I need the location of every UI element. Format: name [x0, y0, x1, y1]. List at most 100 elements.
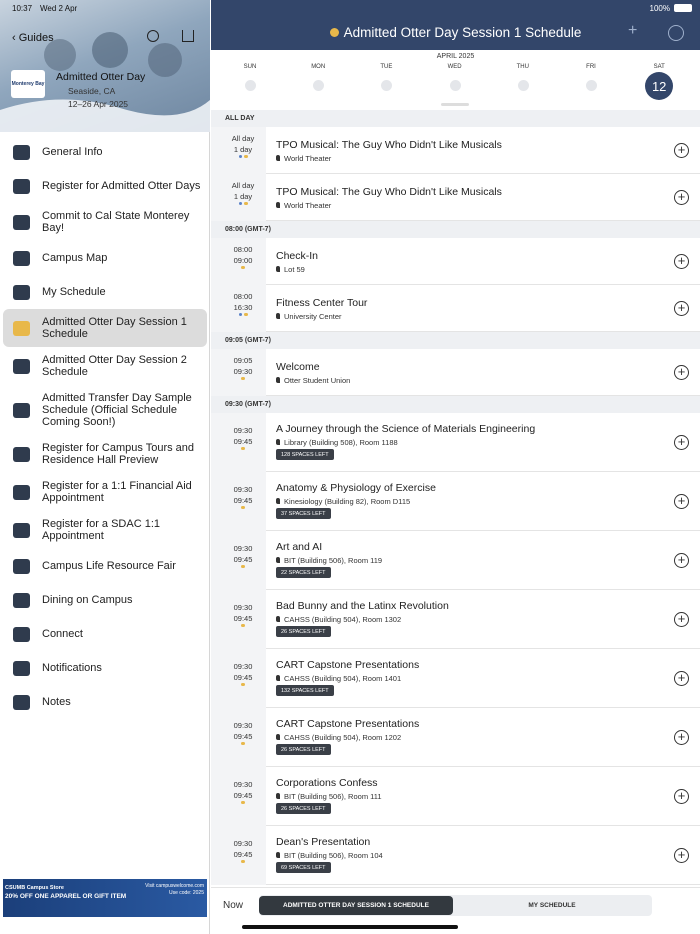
menu-item[interactable]: Notes [3, 685, 207, 719]
day-dot[interactable] [586, 80, 597, 91]
tag-dots [211, 505, 275, 509]
event-title: Bad Bunny and the Latinx Revolution [276, 600, 449, 612]
pin-icon [276, 266, 280, 272]
menu-item[interactable]: Campus Map [3, 241, 207, 275]
end-time: 09:45 [233, 495, 253, 505]
menu-item[interactable]: Admitted Transfer Day Sample Schedule (O… [3, 385, 207, 435]
menu-label: Dining on Campus [42, 594, 133, 606]
event-banner: ‹ Guides Monterey Bay Admitted Otter Day Se… [0, 0, 210, 132]
event-row[interactable]: All day 1 day TPO Musical: The Guy Who Did… [211, 174, 700, 221]
add-event-button[interactable]: + [674, 253, 689, 269]
menu-item[interactable]: Admitted Otter Day Session 1 Schedule [3, 309, 207, 347]
menu-label: Admitted Otter Day Session 2 Schedule [42, 354, 187, 378]
add-event-button[interactable]: + [674, 611, 689, 627]
add-button[interactable]: + [628, 22, 638, 39]
menu-item[interactable]: Admitted Otter Day Session 2 Schedule [3, 347, 207, 385]
menu-item[interactable]: General Info [3, 135, 207, 169]
tag-dots [211, 741, 275, 745]
day-dot[interactable] [245, 80, 256, 91]
menu-item[interactable]: Register for a SDAC 1:1 Appointment [3, 511, 207, 549]
event-row[interactable]: 09:30 09:45 CART Capstone Presentations CAH… [211, 649, 700, 708]
header-title-wrap: Admitted Otter Day Session 1 Schedule [211, 25, 700, 40]
add-event-button[interactable]: + [674, 552, 689, 568]
selected-day[interactable]: 12 [645, 72, 674, 100]
event-row[interactable]: All day 1 day TPO Musical: The Guy Who Did… [211, 127, 700, 174]
end-time: 1 day [233, 191, 253, 201]
logo: Monterey Bay [11, 70, 45, 98]
end-time: 09:45 [233, 849, 253, 859]
add-event-button[interactable]: + [674, 847, 689, 863]
add-event-button[interactable]: + [674, 189, 689, 205]
menu-item[interactable]: Dining on Campus [3, 583, 207, 617]
menu-label: Register for a 1:1 Financial Aid Appoint… [42, 480, 192, 504]
day-dot[interactable] [313, 80, 325, 91]
add-event-button[interactable]: + [674, 142, 689, 158]
event-title: Dean's Presentation [276, 836, 371, 848]
section-header: 09:05 (GMT-7) [211, 332, 700, 349]
menu-item[interactable]: Commit to Cal State Monterey Bay! [3, 203, 207, 241]
profile-button[interactable] [668, 25, 684, 41]
day-dot[interactable] [517, 80, 529, 91]
start-time: 09:30 [233, 602, 253, 612]
event-title: CART Capstone Presentations [276, 718, 420, 730]
add-event-button[interactable]: + [674, 788, 689, 804]
event-row[interactable]: 09:30 09:45 A Journey through the Science … [211, 413, 700, 472]
start-time: 09:30 [233, 543, 253, 553]
day-dot[interactable] [449, 80, 461, 91]
tag-dot [244, 201, 248, 205]
menu-item[interactable]: My Schedule [3, 275, 207, 309]
tag-dots [211, 564, 275, 568]
status-date: Wed 2 Apr [40, 4, 78, 13]
menu-item[interactable]: Register for a 1:1 Financial Aid Appoint… [3, 473, 207, 511]
add-event-button[interactable]: + [674, 670, 689, 686]
add-event-button[interactable]: + [674, 729, 689, 745]
add-event-button[interactable]: + [674, 434, 689, 450]
event-row[interactable]: 08:00 16:30 Fitness Center Tour University … [211, 285, 700, 332]
tab[interactable]: ADMITTED OTTER DAY SESSION 1 SCHEDULE [259, 896, 453, 915]
search-button[interactable] [147, 30, 159, 42]
spaces-badge: 37 SPACES LEFT [276, 508, 331, 519]
location-text: CAHSS (Building 504), Room 1401 [284, 674, 402, 683]
start-time: 09:30 [233, 779, 253, 789]
logo-text: Monterey Bay [11, 81, 45, 87]
event-location: Lot 59 [276, 265, 305, 274]
day-dot[interactable] [381, 80, 393, 91]
now-button[interactable]: Now [223, 900, 244, 911]
tab[interactable]: MY SCHEDULE [528, 902, 576, 909]
event-row[interactable]: 08:00 09:00 Check-In Lot 59 + [211, 238, 700, 285]
menu-item[interactable]: Register for Admitted Otter Days [3, 169, 207, 203]
back-button[interactable]: ‹ Guides [12, 32, 54, 44]
event-row[interactable]: 09:30 09:45 Corporations Confess BIT (Build… [211, 767, 700, 826]
end-time: 09:30 [233, 366, 253, 376]
menu-item[interactable]: Register for Campus Tours and Residence … [3, 435, 207, 473]
add-event-button[interactable]: + [674, 493, 689, 509]
location-text: Library (Building 508), Room 1188 [284, 438, 398, 447]
menu-label: Register for Admitted Otter Days [42, 180, 201, 192]
time-column [211, 590, 266, 649]
spaces-badge: 132 SPACES LEFT [276, 685, 334, 696]
event-row[interactable]: 09:05 09:30 Welcome Otter Student Union + [211, 349, 700, 396]
menu-item[interactable]: Campus Life Resource Fair [3, 549, 207, 583]
event-row[interactable]: 09:30 09:45 Bad Bunny and the Latinx Revol… [211, 590, 700, 649]
event-row[interactable]: 09:30 09:45 Art and AI BIT (Building 506), … [211, 531, 700, 590]
location-text: World Theater [284, 201, 332, 210]
add-event-button[interactable]: + [674, 300, 689, 316]
menu-item[interactable]: Notifications [3, 651, 207, 685]
footer: Now ADMITTED OTTER DAY SESSION 1 SCHEDULE… [211, 887, 700, 934]
home-indicator [242, 925, 458, 929]
location-text: BIT (Building 506), Room 119 [284, 556, 383, 565]
event-title: Corporations Confess [276, 777, 378, 789]
header: Admitted Otter Day Session 1 Schedule + [211, 0, 700, 50]
add-event-button[interactable]: + [674, 364, 689, 380]
menu-item[interactable]: Connect [3, 617, 207, 651]
battery-icon [674, 4, 692, 12]
menu-icon [13, 320, 30, 336]
event-title: Welcome [276, 361, 320, 373]
event-row[interactable]: 09:30 09:45 Anatomy & Physiology of Exerci… [211, 472, 700, 531]
share-button[interactable] [182, 30, 194, 42]
event-row[interactable]: 09:30 09:45 Dean's Presentation BIT (Buildi… [211, 826, 700, 885]
event-location: BIT (Building 506), Room 104 [276, 851, 383, 860]
ad-banner[interactable]: CSUMB Campus Store 20% OFF ONE APPAREL OR… [3, 879, 207, 917]
time-column [211, 767, 266, 826]
event-row[interactable]: 09:30 09:45 CART Capstone Presentations CAH… [211, 708, 700, 767]
